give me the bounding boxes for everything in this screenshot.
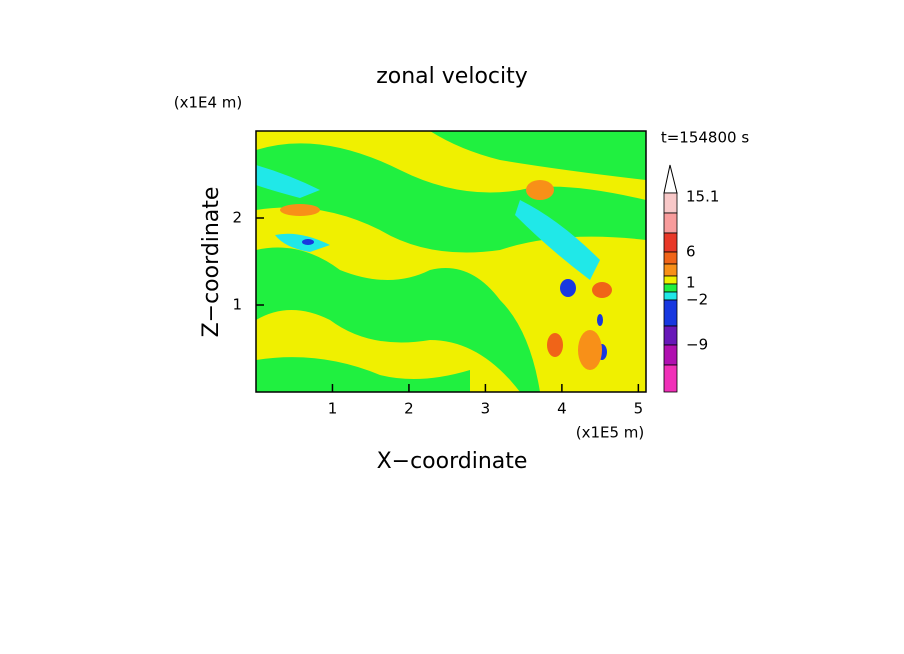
y-tick-label: 1: [232, 296, 242, 314]
colorbar-segment: [663, 325, 678, 346]
x-tick-label: 1: [328, 400, 338, 418]
x-unit: (x1E5 m): [576, 424, 645, 442]
x-tick-label: 5: [634, 400, 644, 418]
time-label: t=154800 s: [661, 129, 749, 147]
y-tick-label: 2: [232, 209, 242, 227]
x-tick-label: 3: [481, 400, 491, 418]
colorbar-segment: [663, 299, 678, 327]
colorbar-label: −9: [686, 336, 708, 354]
y-axis-title: Z−coordinate: [199, 187, 224, 338]
colorbar-label: −2: [686, 291, 708, 309]
colorbar-segment: [663, 344, 678, 366]
colorbar-segment: [663, 212, 678, 234]
colorbar-segment: [663, 283, 678, 293]
colorbar-label: 6: [686, 243, 696, 261]
x-axis-title: X−coordinate: [377, 449, 528, 474]
colorbar-segment: [663, 251, 678, 265]
colorbar-arrow: [663, 164, 678, 194]
colorbar-segment: [663, 263, 678, 277]
colorbar-segment: [663, 291, 678, 301]
chart-title: zonal velocity: [376, 64, 528, 89]
y-unit: (x1E4 m): [174, 94, 243, 112]
x-tick-label: 4: [557, 400, 567, 418]
colorbar-segment: [663, 232, 678, 253]
x-tick-label: 2: [404, 400, 414, 418]
colorbar-segment: [663, 275, 678, 285]
colorbar-label: 15.1: [686, 188, 719, 206]
plot-frame: [255, 130, 647, 393]
colorbar-label: 1: [686, 274, 696, 292]
colorbar-segment: [663, 364, 678, 393]
contour-field: [256, 131, 646, 392]
colorbar-segment: [663, 192, 678, 214]
